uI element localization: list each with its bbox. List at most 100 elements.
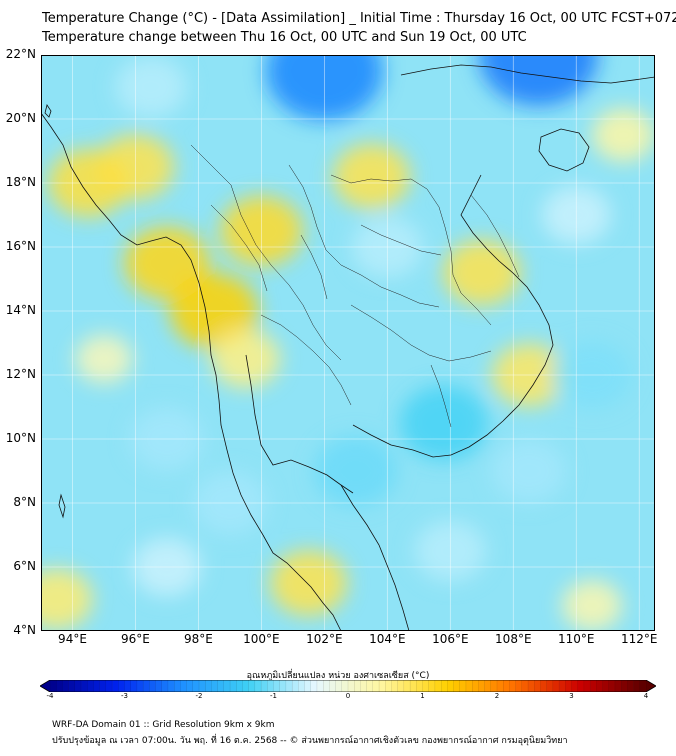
colorbar-cell — [577, 680, 585, 692]
field-anomaly-9 — [75, 334, 133, 384]
field-anomaly-10 — [41, 568, 93, 630]
colorbar-cell — [546, 680, 554, 692]
colorbar-cell — [447, 680, 454, 692]
colorbar-tick-label: -4 — [46, 692, 54, 700]
colorbar-cell — [459, 680, 467, 692]
field-anomaly-16 — [399, 385, 489, 461]
colorbar-cell — [589, 680, 597, 692]
colorbar-cell — [428, 680, 436, 692]
colorbar-cell — [62, 680, 70, 692]
lon-tick-label: 104°E — [369, 632, 406, 646]
field-anomaly-6 — [333, 143, 411, 210]
colorbar-cell — [111, 680, 119, 692]
colorbar-cell — [633, 680, 641, 692]
colorbar-cell — [205, 680, 212, 692]
islands-west — [44, 104, 52, 118]
colorbar-cell — [242, 680, 250, 692]
colorbar-cell — [409, 680, 417, 692]
lon-tick-label: 100°E — [243, 632, 280, 646]
admin-borders — [190, 144, 520, 428]
lon-tick-label: 96°E — [121, 632, 150, 646]
field-anomaly-5 — [211, 329, 281, 389]
colorbar-cell — [565, 680, 572, 692]
colorbar-cell — [422, 680, 430, 692]
field-anomaly-17 — [314, 435, 398, 507]
colorbar-cell — [571, 680, 579, 692]
colorbar-cell — [93, 680, 101, 692]
lat-tick-label: 8°N — [13, 495, 36, 509]
colorbar-cell — [416, 680, 423, 692]
colorbar-cell — [639, 680, 647, 692]
colorbar-cell — [440, 680, 448, 692]
map-panel[interactable] — [41, 55, 655, 631]
lat-tick-label: 14°N — [5, 303, 36, 317]
field-anomaly-24 — [115, 56, 188, 118]
colorbar-tick-label: -1 — [270, 692, 277, 700]
lon-tick-label: 112°E — [621, 632, 658, 646]
lon-tick-label: 108°E — [495, 632, 532, 646]
colorbar-cell — [453, 680, 461, 692]
colorbar-cell — [186, 680, 194, 692]
colorbar-cell — [335, 680, 343, 692]
lon-tick-label: 102°E — [306, 632, 343, 646]
map-subtitle: Temperature change between Thu 16 Oct, 0… — [42, 30, 527, 45]
myanmar-coastline — [41, 112, 264, 536]
field-anomaly-13 — [561, 579, 623, 631]
colorbar-cell — [341, 680, 349, 692]
colorbar-cell — [360, 680, 368, 692]
colorbar-cell — [627, 680, 635, 692]
field-anomaly-19 — [491, 439, 567, 503]
colorbar-cell — [68, 680, 76, 692]
colorbar-cell — [391, 680, 399, 692]
colorbar-cell — [534, 680, 541, 692]
colorbar-cell — [155, 680, 163, 692]
colorbar-cell — [49, 680, 57, 692]
colorbar-cell — [397, 680, 405, 692]
colorbar-cell — [323, 680, 330, 692]
colorbar-cell — [614, 680, 622, 692]
colorbar-min-extension — [40, 680, 50, 692]
colorbar-cell — [347, 680, 355, 692]
colorbar-cell — [527, 680, 535, 692]
colorbar-cell — [273, 680, 281, 692]
cambodia-vietnam-coast — [352, 174, 554, 458]
colorbar-tick-label: 4 — [643, 692, 649, 700]
colorbar-tick-label: 2 — [494, 692, 500, 700]
colorbar-cell — [74, 680, 82, 692]
colorbar-tick-label: 1 — [420, 692, 425, 700]
colorbar-cell — [149, 680, 156, 692]
lat-tick-label: 20°N — [5, 111, 36, 125]
colorbar-cell — [267, 680, 274, 692]
colorbar-cell — [198, 680, 206, 692]
model-info: WRF-DA Domain 01 :: Grid Resolution 9km … — [52, 720, 275, 730]
colorbar-cell — [136, 680, 144, 692]
malay-east-coast — [340, 484, 410, 631]
colorbar-cell — [260, 680, 268, 692]
thai-west-coast — [245, 354, 354, 494]
colorbar-cell — [496, 680, 504, 692]
colorbar-cell — [192, 680, 200, 692]
colorbar-cell — [366, 680, 374, 692]
colorbar-cell — [279, 680, 287, 692]
colorbar-cell — [161, 680, 169, 692]
colorbar-cell — [304, 680, 312, 692]
colorbar-cell — [602, 680, 610, 692]
field-anomaly-12 — [591, 108, 655, 162]
field-anomaly-15 — [478, 55, 599, 106]
credit-line: ปรับปรุงข้อมูล ณ เวลา 07:00น. วัน พฤ. ที… — [52, 736, 568, 746]
colorbar-cell — [105, 680, 113, 692]
lon-tick-label: 110°E — [558, 632, 595, 646]
colorbar-cell — [291, 680, 299, 692]
colorbar-cell — [130, 680, 138, 692]
andaman-islands — [58, 493, 66, 519]
colorbar-cell — [329, 680, 337, 692]
lon-tick-label: 94°E — [58, 632, 87, 646]
map-title: Temperature Change (°C) - [Data Assimila… — [42, 11, 676, 26]
colorbar-cell — [608, 680, 616, 692]
colorbar-cell — [552, 680, 560, 692]
temperature-change-map[interactable] — [41, 55, 655, 631]
colorbar-cell — [472, 680, 479, 692]
colorbar-cell — [316, 680, 324, 692]
colorbar-cell — [372, 680, 380, 692]
colorbar-cell — [298, 680, 305, 692]
